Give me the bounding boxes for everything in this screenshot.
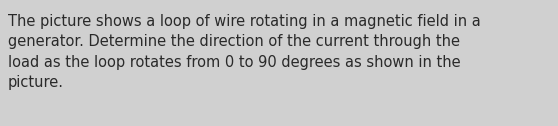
Text: The picture shows a loop of wire rotating in a magnetic field in a
generator. De: The picture shows a loop of wire rotatin… — [8, 14, 481, 90]
